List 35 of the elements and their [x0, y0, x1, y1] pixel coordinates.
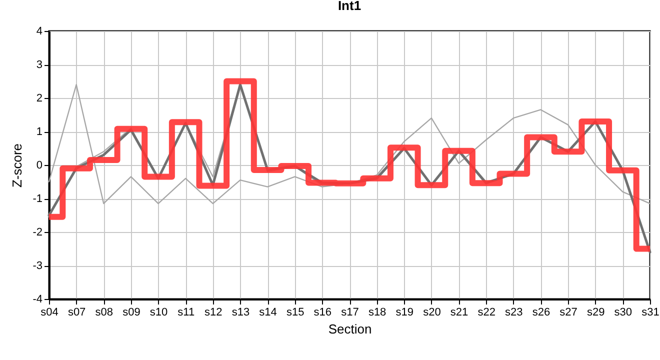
x-tick-label: s15 — [286, 306, 304, 318]
x-tick-label: s18 — [368, 306, 386, 318]
x-tick-label: s13 — [232, 306, 250, 318]
y-axis-title: Z-score — [10, 143, 25, 188]
x-tick-label: s26 — [532, 306, 550, 318]
x-tick-label: s04 — [40, 306, 58, 318]
x-tick-label: s30 — [614, 306, 632, 318]
y-tick-label: 3 — [36, 59, 42, 71]
y-tick-label: 0 — [36, 160, 42, 172]
x-tick-label: s11 — [178, 306, 195, 318]
x-tick-label: s31 — [642, 306, 660, 318]
x-tick-label: s09 — [122, 306, 140, 318]
x-tick-label: s14 — [259, 306, 277, 318]
x-tick-label: s27 — [560, 306, 578, 318]
y-tick-label: -2 — [32, 226, 42, 238]
x-tick-label: s10 — [150, 306, 168, 318]
x-tick-label: s07 — [68, 306, 86, 318]
x-tick-label: s19 — [396, 306, 414, 318]
x-tick-label: s22 — [478, 306, 496, 318]
x-tick-label: s21 — [450, 306, 468, 318]
y-tick-label: -3 — [32, 260, 42, 272]
x-tick-label: s16 — [314, 306, 332, 318]
y-tick-label: -4 — [32, 294, 42, 306]
x-tick-label: s29 — [586, 306, 605, 318]
chart-title: Int1 — [338, 0, 362, 13]
y-tick-label: 1 — [36, 126, 42, 138]
x-tick-label: s12 — [204, 306, 222, 318]
x-tick-label: s08 — [95, 306, 114, 318]
x-tick-label: s20 — [423, 306, 441, 318]
y-tick-label: 4 — [36, 26, 42, 38]
x-tick-label: s17 — [341, 306, 359, 318]
y-tick-label: 2 — [36, 92, 42, 104]
x-axis-title: Section — [328, 322, 372, 336]
x-tick-label: s23 — [505, 306, 523, 318]
y-tick-label: -1 — [32, 193, 42, 205]
